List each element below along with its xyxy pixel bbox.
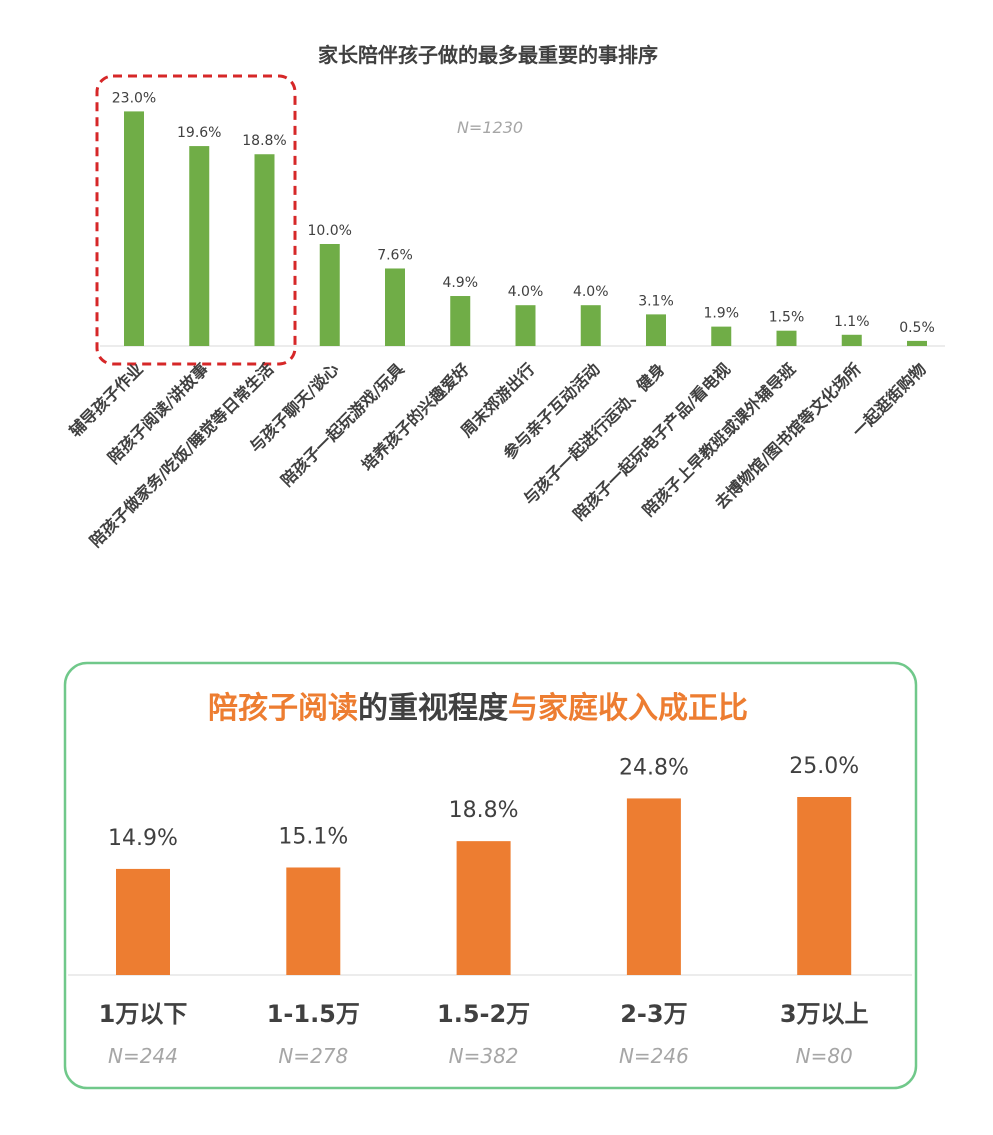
chart1-bar	[841, 334, 862, 346]
chart1-title: 家长陪伴孩子做的最多最重要的事排序	[318, 43, 658, 67]
chart1-bar	[776, 330, 797, 346]
chart2-value-label: 14.9%	[108, 826, 178, 851]
chart1-sample-size: N=1230	[457, 118, 523, 137]
chart2-value-label: 18.8%	[449, 798, 519, 823]
chart1-bar	[907, 340, 927, 346]
chart2-bar	[797, 797, 852, 975]
chart2-bar	[456, 841, 511, 975]
chart1-bar	[254, 154, 275, 346]
chart1-bar	[515, 305, 536, 346]
chart2-sample-size: N=382	[449, 1044, 519, 1068]
chart2-value-label: 24.8%	[619, 755, 689, 780]
chart2-value-label: 25.0%	[789, 754, 859, 779]
chart1-value-label: 10.0%	[308, 223, 352, 239]
chart2-category-label: 2-3万	[620, 1000, 687, 1028]
chart2-sample-size: N=80	[796, 1044, 853, 1068]
chart1-category-label: 培养孩子的兴趣爱好	[358, 359, 473, 474]
chart2-category-label: 1.5-2万	[437, 1000, 530, 1028]
chart1-value-label: 7.6%	[377, 247, 413, 263]
chart2-sample-size: N=246	[619, 1044, 689, 1068]
chart2-title-part: 的重视程度	[358, 691, 508, 726]
chart1-bar	[319, 244, 340, 346]
chart1-bar	[646, 314, 666, 346]
chart2-value-label: 15.1%	[278, 824, 348, 849]
chart2-category-label: 3万以上	[780, 1000, 869, 1028]
chart1-category-label: 陪孩子一起玩游戏/玩具	[277, 359, 408, 490]
chart2-bar	[626, 798, 681, 975]
chart1-bar	[711, 326, 732, 346]
chart2-bar	[116, 868, 170, 975]
chart2-category-label: 1万以下	[99, 1000, 188, 1028]
chart2-sample-size: N=278	[278, 1044, 348, 1068]
chart1-value-label: 1.9%	[703, 306, 739, 322]
chart1-value-label: 1.5%	[769, 310, 805, 326]
chart1-value-label: 19.6%	[177, 125, 221, 141]
chart2-title-part: 陪孩子阅读	[208, 691, 358, 726]
chart1-bar	[385, 268, 405, 346]
chart1-value-label: 4.0%	[508, 284, 544, 300]
chart2-category-label: 1-1.5万	[267, 1000, 360, 1028]
chart2-title-part: 与家庭收入成正比	[508, 691, 748, 726]
chart1-highlight-box	[95, 74, 297, 366]
chart1-bar	[450, 296, 471, 346]
chart2-frame	[63, 661, 918, 1090]
chart2-sample-size: N=244	[108, 1044, 178, 1068]
chart1-value-label: 4.9%	[442, 275, 478, 291]
chart1-bar	[124, 111, 144, 347]
chart1-bar	[189, 146, 210, 346]
chart1-value-label: 0.5%	[899, 320, 935, 336]
chart1-value-label: 4.0%	[573, 284, 609, 300]
chart1-value-label: 3.1%	[638, 293, 674, 309]
chart1-bars: 23.0%辅导孩子作业19.6%陪孩子阅读/讲故事18.8%陪孩子做家务/吃饭/…	[66, 90, 935, 550]
chart2-bars: 14.9% 1万以下 N=244 15.1% 1-1.5万 N=278 18.8% 1.5-2…	[99, 754, 869, 1068]
chart2-bar	[286, 867, 341, 975]
chart1-value-label: 1.1%	[834, 314, 870, 330]
chart1-value-label: 23.0%	[112, 90, 156, 106]
chart2-title: 陪孩子阅读的重视程度与家庭收入成正比	[208, 691, 748, 726]
chart1-value-label: 18.8%	[242, 133, 286, 149]
chart1-bar	[580, 305, 601, 346]
